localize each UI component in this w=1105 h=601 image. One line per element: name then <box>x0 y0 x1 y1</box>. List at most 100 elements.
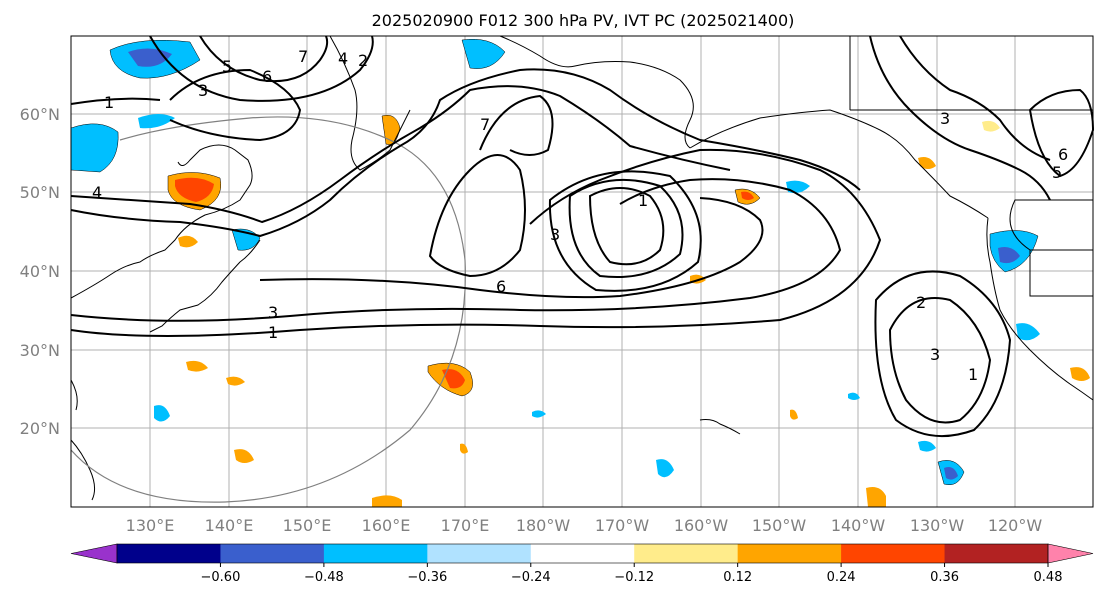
contour-label: 4 <box>338 49 348 68</box>
shade-orange-small4 <box>234 449 254 463</box>
lon-label: 170°E <box>441 516 490 535</box>
coast-china-south <box>70 379 96 501</box>
contour-6 <box>259 197 764 299</box>
colorbar-tick-label: 0.12 <box>723 570 752 585</box>
colorbar-tick-label: 0.24 <box>827 570 856 585</box>
colorbar-tick-label: 0.48 <box>1034 570 1063 585</box>
colorbar-ticks: −0.60 −0.48 −0.36 −0.24 −0.12 0.12 0.24 0.36 0.4… <box>201 563 1063 585</box>
lon-label: 150°W <box>752 516 807 535</box>
shade-orange-small2 <box>186 360 208 372</box>
contour-east-loop-inner <box>888 297 992 424</box>
contour-ne-1 <box>869 35 1051 201</box>
coast-asia <box>70 144 253 299</box>
colorbar-segment <box>737 544 842 563</box>
shade-blue-southeast <box>944 467 958 480</box>
lon-label: 120°W <box>988 516 1043 535</box>
longitude-labels: 130°E 140°E 150°E 160°E 170°E 180°W 170°… <box>126 516 1043 535</box>
coast-north-america <box>986 217 1094 401</box>
shade-orange-small1 <box>178 235 198 248</box>
contour-label: 3 <box>940 109 950 128</box>
great-circle-arc <box>70 116 466 503</box>
contour-label: 1 <box>104 93 114 112</box>
shade-orange-kamchatka <box>381 115 401 145</box>
lon-label: 180°W <box>516 516 571 535</box>
contour-ne-2 <box>899 35 1051 161</box>
colorbar-segment <box>220 544 325 563</box>
contour-label: 5 <box>1052 163 1062 182</box>
shade-cyan-small5 <box>848 392 860 400</box>
contour-label: 2 <box>358 51 368 70</box>
shade-orange-south <box>372 495 402 507</box>
coast-gulf-alaska <box>689 109 989 219</box>
shade-orange-small6 <box>790 409 798 420</box>
shade-orange-canada <box>918 157 936 169</box>
shade-yellow-canada <box>982 120 1000 132</box>
contour-label: 3 <box>198 81 208 100</box>
shade-blue-westcoast <box>998 247 1020 264</box>
contour-label: 2 <box>916 293 926 312</box>
contour-label: 1 <box>638 191 648 210</box>
latitude-labels: 60°N 50°N 40°N 30°N 20°N <box>20 105 60 438</box>
lon-label: 160°E <box>362 516 411 535</box>
contour-north-loop2 <box>199 35 329 83</box>
contour-label: 7 <box>298 47 308 66</box>
contour-label-group: 1 5 6 7 4 2 3 1 4 3 7 1 3 6 3 1 3 6 5 2 <box>92 47 1068 384</box>
colorbar-tick-label: −0.48 <box>304 570 344 585</box>
shade-cyan-small3 <box>656 459 674 478</box>
lon-label: 160°W <box>674 516 729 535</box>
contour-label: 4 <box>92 183 102 202</box>
contour-north-loop3 <box>149 35 374 102</box>
lon-label: 130°E <box>126 516 175 535</box>
lat-label-30n: 30°N <box>20 341 60 360</box>
contour-7-loop <box>479 94 554 156</box>
colorbar-segment <box>323 544 428 563</box>
lon-label: 140°W <box>831 516 886 535</box>
contour-label: 5 <box>222 57 232 76</box>
contour-label: 1 <box>268 323 278 342</box>
lon-label: 130°W <box>910 516 965 535</box>
lat-label-60n: 60°N <box>20 105 60 124</box>
shade-cyan-small <box>138 114 175 129</box>
colorbar-segment <box>530 544 635 563</box>
shade-cyan-bering <box>461 39 506 69</box>
colorbar-extend-high <box>1047 543 1094 564</box>
coast-okhotsk <box>329 35 411 171</box>
contour-label: 6 <box>262 67 272 86</box>
lat-label-40n: 40°N <box>20 262 60 281</box>
shade-cyan-small4 <box>918 440 936 452</box>
contour-label: 3 <box>930 345 940 364</box>
coast-alaska-west <box>499 35 694 149</box>
contour-label: 1 <box>968 365 978 384</box>
map-frame <box>70 35 1094 508</box>
contour-1-north <box>70 97 161 105</box>
contour-loop-inner <box>588 187 665 266</box>
shade-red-gulf <box>741 191 754 200</box>
contour-label: 3 <box>268 303 278 322</box>
colorbar-segment <box>117 544 221 563</box>
shade-cyan-small2 <box>154 405 170 422</box>
shade-cyan-kamchatka-west <box>70 123 119 173</box>
map-title: 2025020900 F012 300 hPa PV, IVT PC (2025… <box>372 11 795 30</box>
shade-red-central <box>442 369 465 389</box>
colorbar-extend-low <box>70 543 118 564</box>
lon-label: 150°E <box>283 516 332 535</box>
contour-outer-upper <box>70 68 861 238</box>
colorbar-segments <box>70 543 1094 564</box>
contour-label: 7 <box>480 115 490 134</box>
contour-east-loop-outer <box>874 270 1012 438</box>
colorbar-tick-label: −0.24 <box>511 570 551 585</box>
contour-loop-mid <box>568 178 684 279</box>
contour-label: 3 <box>550 225 560 244</box>
borders-north-america <box>849 36 1093 297</box>
contour-mid-upper <box>70 85 731 224</box>
pv-contours <box>70 35 1095 438</box>
contour-3 <box>70 178 842 322</box>
colorbar-segment <box>944 544 1049 563</box>
colorbar-segment <box>427 544 532 563</box>
coastlines <box>70 35 1094 501</box>
coast-hawaii <box>699 419 741 435</box>
lon-label: 140°E <box>205 516 254 535</box>
lon-label: 170°W <box>595 516 650 535</box>
lat-label-50n: 50°N <box>20 183 60 202</box>
